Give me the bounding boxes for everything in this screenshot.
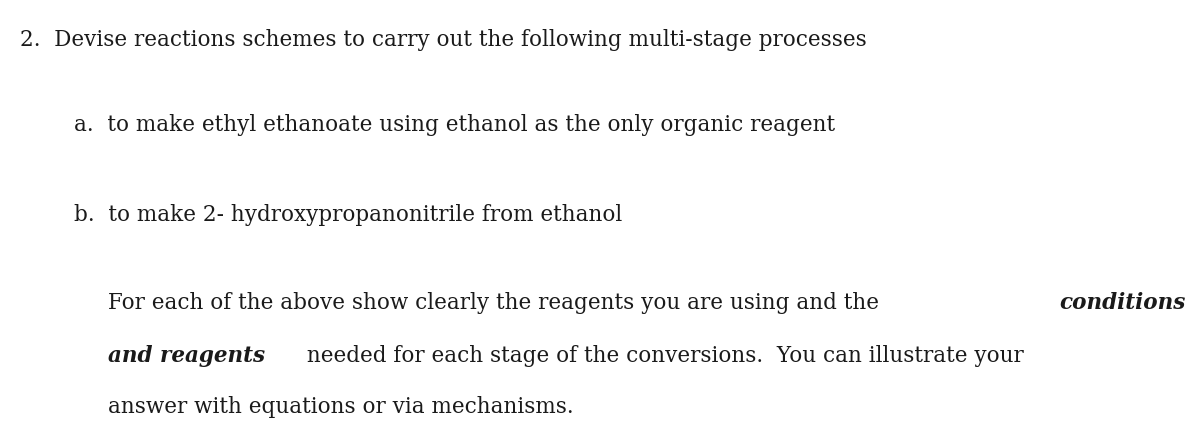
Text: For each of the above show clearly the reagents you are using and the: For each of the above show clearly the r… (108, 292, 886, 314)
Text: and reagents: and reagents (108, 345, 265, 368)
Text: conditions: conditions (1060, 292, 1186, 314)
Text: b.  to make 2- hydroxypropanonitrile from ethanol: b. to make 2- hydroxypropanonitrile from… (74, 204, 622, 226)
Text: needed for each stage of the conversions.  You can illustrate your: needed for each stage of the conversions… (300, 345, 1024, 368)
Text: answer with equations or via mechanisms.: answer with equations or via mechanisms. (108, 397, 574, 418)
Text: a.  to make ethyl ethanoate using ethanol as the only organic reagent: a. to make ethyl ethanoate using ethanol… (74, 115, 835, 136)
Text: 2.  Devise reactions schemes to carry out the following multi-stage processes: 2. Devise reactions schemes to carry out… (20, 29, 868, 51)
